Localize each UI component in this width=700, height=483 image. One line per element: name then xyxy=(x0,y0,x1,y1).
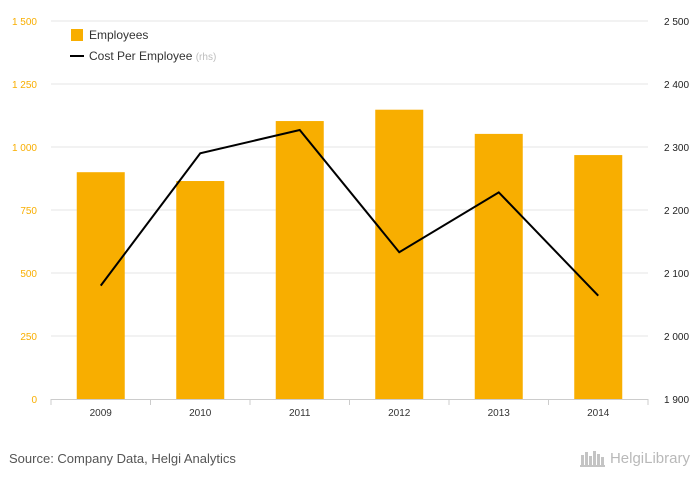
x-tick-label: 2010 xyxy=(189,408,212,419)
left-tick-label: 750 xyxy=(20,206,37,217)
bar-2014 xyxy=(574,155,623,399)
right-tick-label: 2 400 xyxy=(664,80,689,91)
employee-bars xyxy=(76,109,623,399)
x-tick-label: 2011 xyxy=(289,408,311,419)
bar-2012 xyxy=(375,109,424,399)
left-tick-label: 1 000 xyxy=(12,143,37,154)
source-note: Source: Company Data, Helgi Analytics xyxy=(9,451,236,466)
brand-logo: HelgiLibrary xyxy=(579,449,690,467)
legend-label-cost: Cost Per Employee (rhs) xyxy=(89,49,216,63)
cost-per-employee-line xyxy=(99,128,599,297)
x-tick-label: 2013 xyxy=(488,408,511,419)
cost-line-layer xyxy=(99,128,599,297)
legend-swatch-employees xyxy=(71,29,83,41)
legend-label-employees: Employees xyxy=(89,28,148,42)
left-tick-label: 0 xyxy=(31,395,37,406)
x-tick-label: 2014 xyxy=(587,408,610,419)
legend-rhs-suffix: (rhs) xyxy=(196,52,217,63)
right-tick-label: 2 200 xyxy=(664,206,689,217)
bar-2011 xyxy=(275,121,324,399)
right-tick-label: 2 100 xyxy=(664,269,689,280)
axes: 0 250 500 750 1 000 1 250 1 500 1 900 2 000 2 100… xyxy=(12,17,689,419)
left-tick-label: 1 500 xyxy=(12,17,37,28)
left-tick-label: 250 xyxy=(20,332,37,343)
bar-2013 xyxy=(474,133,523,399)
library-logo-icon xyxy=(579,451,605,467)
x-tick-label: 2012 xyxy=(388,408,411,419)
bar-2010 xyxy=(176,181,225,399)
grid-lines xyxy=(51,20,648,337)
legend: Employees Cost Per Employee (rhs) xyxy=(70,28,216,63)
left-tick-label: 500 xyxy=(20,269,37,280)
right-tick-label: 2 300 xyxy=(664,143,689,154)
brand-name: HelgiLibrary xyxy=(609,449,690,467)
right-tick-label: 2 000 xyxy=(664,332,689,343)
left-tick-label: 1 250 xyxy=(12,80,37,91)
x-tick-label: 2009 xyxy=(90,408,113,419)
right-tick-label: 1 900 xyxy=(664,395,689,406)
right-tick-label: 2 500 xyxy=(664,17,689,28)
